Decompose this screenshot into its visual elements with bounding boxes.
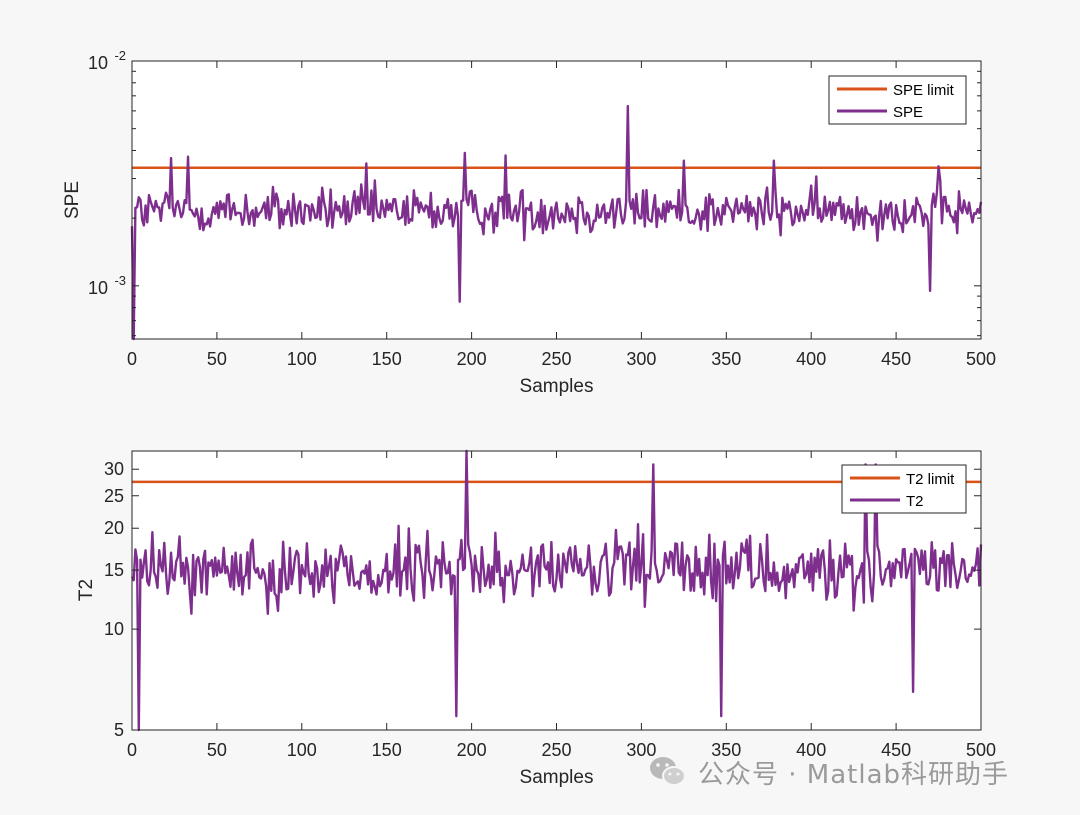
wechat-icon [650,757,686,786]
x-tick-label: 50 [207,740,227,760]
x-axis-label: Samples [520,767,594,788]
legend-label: SPE limit [893,82,955,99]
y-tick-label: 10 [88,278,108,298]
x-tick-label: 400 [796,349,826,369]
y-axis-label: T2 [76,579,97,601]
x-tick-label: 450 [881,740,911,760]
y-tick-exponent: -2 [114,48,126,63]
x-tick-label: 300 [626,740,656,760]
watermark: 公众号 · Matlab科研助手 [648,752,1009,792]
legend-box [841,464,967,514]
x-tick-label: 0 [127,349,137,369]
y-axis-label: SPE [62,181,83,219]
x-tick-label: 500 [966,349,996,369]
legend: SPE limit SPE [828,75,967,125]
x-tick-label: 200 [457,349,487,369]
y-tick-label: 20 [104,518,124,538]
y-tick-label: 10 [104,619,124,639]
y-tick-exponent: -3 [114,273,126,288]
x-tick-label: 150 [372,740,402,760]
y-tick-label: 5 [114,720,124,740]
y-tick-label: 30 [104,459,124,479]
y-tick-label: 10 [88,53,108,73]
x-tick-label: 300 [626,349,656,369]
x-tick-label: 150 [372,349,402,369]
legend-box [828,75,967,125]
series-line-t2 [130,449,983,732]
y-tick-label: 25 [104,486,124,506]
legend-label: T2 limit [906,471,955,488]
x-tick-label: 0 [127,740,137,760]
spe-axes: 0 50 100 150 200 250 300 350 400 450 500 10 -2 10 -3 Sa… [62,48,996,397]
t2-axes: 0 50 100 150 200 250 300 350 400 450 500 5 10 15 20 25 3… [76,449,996,788]
legend: T2 limit T2 [841,464,967,514]
x-axis-label: Samples [520,376,594,397]
legend-label: T2 [906,493,924,510]
x-tick-label: 250 [541,740,571,760]
x-tick-label: 400 [796,740,826,760]
x-tick-label: 350 [711,349,741,369]
x-tick-label: 50 [207,349,227,369]
x-tick-label: 350 [711,740,741,760]
x-tick-label: 500 [966,740,996,760]
x-tick-label: 100 [287,349,317,369]
series-line-spe [130,104,983,341]
x-tick-label: 100 [287,740,317,760]
x-tick-label: 250 [541,349,571,369]
watermark-text: 公众号 · Matlab科研助手 [698,759,1010,790]
x-tick-label: 450 [881,349,911,369]
legend-label: SPE [893,104,923,121]
y-tick-label: 15 [104,560,124,580]
x-tick-label: 200 [457,740,487,760]
